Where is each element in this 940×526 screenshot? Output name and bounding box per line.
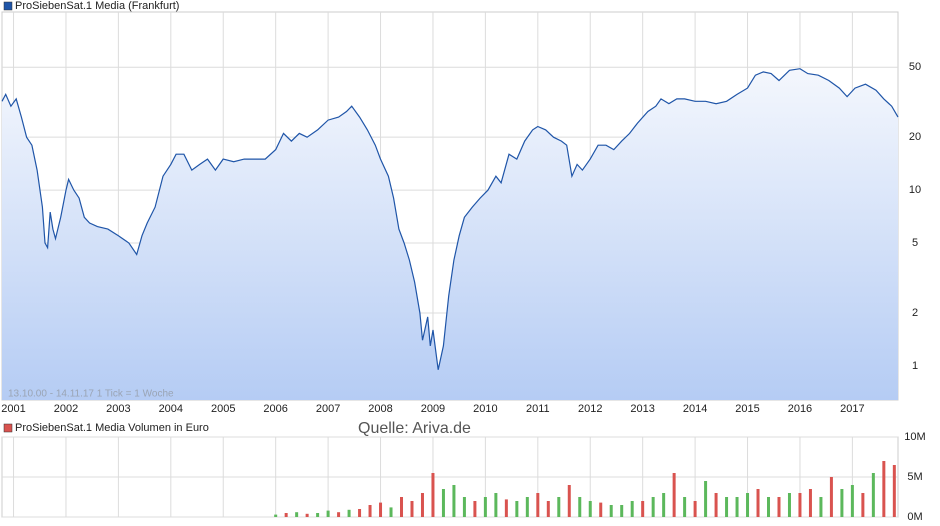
volume-bar (693, 501, 697, 517)
volume-bar (567, 485, 571, 517)
source-annotation: Quelle: Ariva.de (358, 420, 471, 437)
volume-bar (798, 493, 802, 517)
volume-bar (651, 497, 655, 517)
volume-bar (557, 497, 561, 517)
x-tick-label: 2017 (840, 403, 864, 415)
y-tick-label: 10M (904, 431, 925, 443)
legend-label: ProSiebenSat.1 Media Volumen in Euro (15, 422, 209, 434)
volume-bar (882, 461, 886, 517)
y-tick-label: 20 (909, 131, 921, 143)
volume-bar (400, 497, 404, 517)
volume-bar (410, 501, 414, 517)
volume-bar (746, 493, 750, 517)
volume-bar (683, 497, 687, 517)
mark-layer (1, 68, 899, 517)
volume-bar (368, 505, 372, 517)
volume-bar (578, 497, 582, 517)
y-tick-label: 5 (912, 237, 918, 249)
legend-swatch (3, 1, 13, 11)
x-tick-label: 2003 (106, 403, 130, 415)
volume-bar (861, 493, 865, 517)
y-tick-label: 50 (909, 61, 921, 73)
x-tick-label: 2013 (630, 403, 654, 415)
legend-label: ProSiebenSat.1 Media (Frankfurt) (15, 0, 179, 12)
volume-bar (892, 465, 896, 517)
volume-bar (599, 502, 603, 517)
x-tick-label: 2004 (159, 403, 183, 415)
volume-bar (609, 505, 613, 517)
volume-bar (483, 497, 487, 517)
volume-bar (284, 513, 288, 517)
volume-bar (504, 499, 508, 517)
volume-bar (735, 497, 739, 517)
x-tick-label: 2001 (1, 403, 25, 415)
volume-bar (808, 489, 812, 517)
volume-bar (358, 509, 362, 517)
volume-bar (714, 493, 718, 517)
x-tick-label: 2007 (316, 403, 340, 415)
volume-bar (525, 497, 529, 517)
x-tick-label: 2008 (368, 403, 392, 415)
volume-bar (515, 501, 519, 517)
x-tick-label: 2012 (578, 403, 602, 415)
volume-bar (389, 507, 393, 517)
volume-bar (337, 512, 341, 517)
volume-bar (431, 473, 435, 517)
volume-bar (704, 481, 708, 517)
volume-bar (379, 502, 383, 517)
volume-bar (756, 489, 760, 517)
volume-bar (588, 501, 592, 517)
price-area (2, 68, 898, 400)
volume-bar (871, 473, 875, 517)
volume-bar (787, 493, 791, 517)
volume-bar (420, 493, 424, 517)
volume-bar (494, 493, 498, 517)
volume-bar (662, 493, 666, 517)
volume-bar (305, 513, 309, 517)
y-tick-label: 2 (912, 307, 918, 319)
x-tick-label: 2014 (683, 403, 707, 415)
y-tick-label: 1 (912, 360, 918, 372)
volume-bar (777, 497, 781, 517)
range-annotation: 13.10.00 - 14.11.17 1 Tick = 1 Woche (8, 389, 174, 400)
volume-bar (452, 485, 456, 517)
price-line (1, 68, 899, 370)
volume-bar (829, 477, 833, 517)
volume-bar (840, 489, 844, 517)
x-tick-label: 2006 (263, 403, 287, 415)
volume-bar (473, 501, 477, 517)
y-tick-label: 10 (909, 184, 921, 196)
volume-bar (725, 497, 729, 517)
volume-bar (462, 497, 466, 517)
x-tick-label: 2011 (526, 403, 550, 415)
x-tick-label: 2015 (735, 403, 759, 415)
volume-bar (672, 473, 676, 517)
y-tick-label: 0M (907, 511, 922, 523)
volume-bar (441, 489, 445, 517)
volume-bar (630, 501, 634, 517)
volume-bar (347, 509, 351, 517)
volume-bar (536, 493, 540, 517)
x-tick-label: 2016 (788, 403, 812, 415)
volume-bar (641, 501, 645, 517)
volume-bar (850, 485, 854, 517)
volume-bar (546, 501, 550, 517)
volume-bar (316, 513, 320, 517)
volume-bar (767, 497, 771, 517)
x-tick-label: 2002 (54, 403, 78, 415)
volume-bar (620, 505, 624, 517)
x-tick-label: 2005 (211, 403, 235, 415)
legend-swatch (3, 423, 13, 433)
volume-bar (295, 512, 299, 517)
x-tick-label: 2010 (473, 403, 497, 415)
x-tick-label: 2009 (421, 403, 445, 415)
volume-bar (819, 497, 823, 517)
y-tick-label: 5M (907, 471, 922, 483)
volume-bar (326, 510, 330, 517)
volume-bar (274, 514, 278, 517)
